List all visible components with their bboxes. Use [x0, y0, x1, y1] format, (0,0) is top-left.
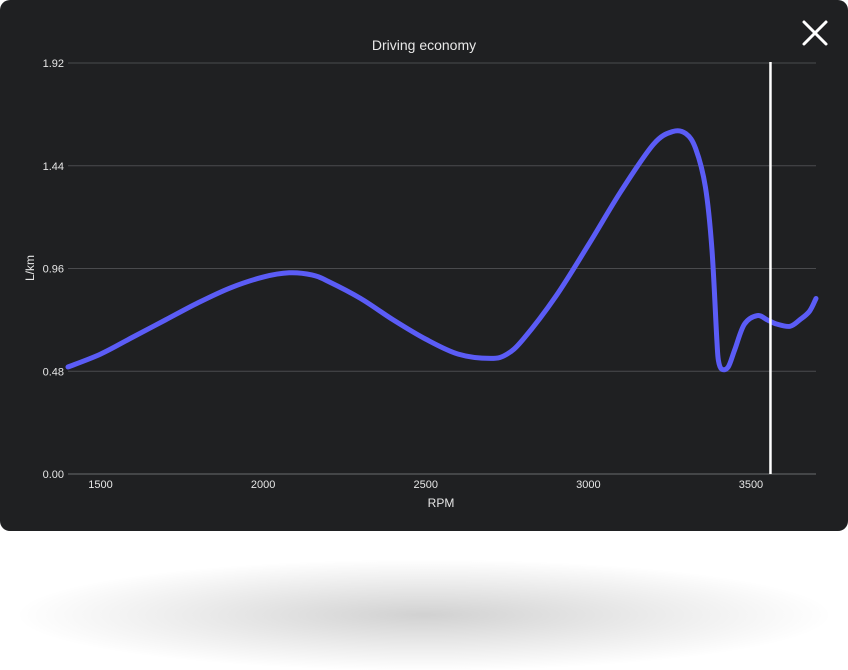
- chart-panel: 0.00 0.48 0.96 1.44 1.92 1500 2000 2500 3000 350…: [0, 0, 848, 531]
- y-axis-ticks: 0.00 0.48 0.96 1.44 1.92: [43, 58, 64, 481]
- series-line: [65, 128, 819, 373]
- grid-lines: [68, 62, 816, 475]
- y-axis-label: L/km: [23, 255, 37, 281]
- x-tick-label: 2000: [251, 479, 275, 491]
- close-button[interactable]: [796, 14, 834, 52]
- y-tick-label: 0.96: [43, 264, 64, 276]
- y-tick-label: 1.92: [43, 58, 64, 70]
- line-chart: 0.00 0.48 0.96 1.44 1.92 1500 2000 2500 3000 350…: [23, 37, 819, 510]
- series-layer: [65, 128, 819, 373]
- x-tick-label: 3000: [576, 479, 600, 491]
- x-axis-ticks: 1500 2000 2500 3000 3500: [88, 479, 763, 491]
- x-tick-label: 2500: [413, 479, 437, 491]
- x-axis-label: RPM: [428, 496, 455, 510]
- chart-title: Driving economy: [372, 37, 476, 53]
- x-tick-label: 1500: [88, 479, 112, 491]
- close-icon: [802, 20, 828, 46]
- x-tick-label: 3500: [739, 479, 763, 491]
- y-tick-label: 0.00: [43, 469, 64, 481]
- y-tick-label: 0.48: [43, 366, 64, 378]
- y-tick-label: 1.44: [43, 161, 64, 173]
- panel-shadow: [20, 560, 828, 670]
